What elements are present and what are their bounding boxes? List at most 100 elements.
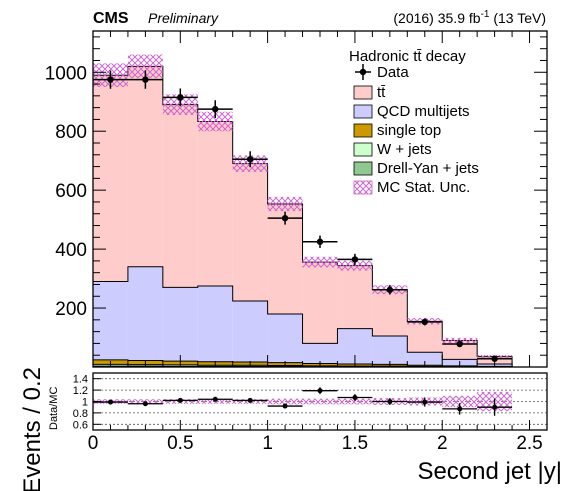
legend-entry-ttbar: tt̄: [353, 84, 386, 101]
bar-tt--3: [197, 121, 233, 286]
ratio-point-8: [387, 399, 393, 404]
x-tick-label-1: 0.5: [167, 433, 193, 454]
ratio-point-7: [352, 395, 358, 401]
legend-qcd-label: QCD multijets: [377, 103, 470, 120]
experiment-label: CMS: [93, 10, 129, 27]
x-tick-label-4: 2: [437, 433, 448, 454]
bar-tt--4: [232, 163, 268, 301]
legend-entry-qcd: QCD multijets: [353, 103, 470, 120]
legend-entry-single-top: single top: [353, 122, 441, 139]
x-tick-label-0: 0: [88, 433, 99, 454]
legend-single-top-swatch: [353, 123, 373, 138]
data-point-3: [212, 105, 219, 113]
ratio-points: [93, 387, 513, 416]
legend-data-label: Data: [377, 64, 409, 81]
x-axis-title: Second jet |y|: [417, 458, 562, 485]
data-point-2: [177, 94, 184, 101]
legend-wjets-label: W + jets: [377, 141, 432, 158]
legend-entry-dy: Drell-Yan + jets: [353, 160, 479, 177]
data-point-9: [421, 318, 428, 326]
legend-mc-unc-swatch: [353, 180, 373, 195]
bar-tt--7: [337, 265, 373, 329]
bar-qcd-multijets-9: [407, 352, 443, 366]
legend-entry-mc-unc: MC Stat. Unc.: [353, 179, 470, 196]
bar-tt--2: [162, 104, 198, 288]
bar-qcd-multijets-8: [372, 336, 408, 365]
legend-wjets-swatch: [353, 142, 373, 157]
ratio-band-box-5: [267, 398, 303, 405]
legend-mc-unc-label: MC Stat. Unc.: [377, 179, 470, 196]
legend-title: Hadronic tt̄ decay: [349, 48, 466, 65]
x-tick-label-3: 1.5: [342, 433, 368, 454]
ratio-y-axis-title: Data/MC: [48, 387, 60, 430]
data-point-11: [491, 355, 498, 362]
x-tick-label-5: 2.5: [516, 433, 542, 454]
legend-ttbar-label: tt̄: [377, 84, 386, 101]
data-point-8: [386, 286, 394, 293]
y-axis-title: Events / 0.2: [19, 367, 46, 491]
lumi-prefix: (2016) 35.9 fb: [393, 10, 480, 26]
data-point-7: [351, 256, 359, 263]
legend-ttbar-swatch: [353, 85, 373, 100]
ratio-band-box-10: [442, 395, 478, 408]
mc-unc-box-10: [442, 337, 478, 344]
ratio-point-11: [492, 404, 498, 410]
mc-unc-box-6: [302, 256, 338, 268]
bar-tt--1: [127, 66, 163, 267]
ratio-point-10: [457, 406, 463, 412]
data-points: [93, 70, 513, 362]
status-label: Preliminary: [148, 10, 219, 26]
mc-unc-box-5: [267, 196, 303, 212]
main-axes: 200 400 600 800 1000: [45, 31, 548, 367]
ratio-point-1: [142, 401, 148, 407]
data-point-5: [281, 214, 289, 222]
legend-dy-swatch: [353, 161, 373, 176]
main-panel: 200 400 600 800 1000 Events / 0.2: [19, 30, 548, 491]
data-point-6: [316, 238, 324, 245]
lumi-suffix: (13 TeV): [489, 10, 546, 26]
ratio-y-tick-label-1: 0.8: [73, 408, 88, 420]
mc-unc-box-7: [337, 260, 373, 271]
legend-entry-wjets: W + jets: [353, 141, 432, 158]
ratio-panel: 0.60.811.21.40 0.5 1 1.5 2 2.5 Data/MC Second…: [48, 372, 562, 485]
bar-qcd-multijets-1: [127, 266, 163, 361]
y-tick-label-4: 1000: [45, 63, 87, 84]
ratio-y-tick-label-3: 1.2: [73, 385, 88, 397]
bar-tt--8: [372, 289, 408, 337]
bar-tt--9: [407, 321, 443, 353]
legend-dy-label: Drell-Yan + jets: [377, 160, 479, 177]
ratio-band-box-6: [302, 398, 338, 405]
bar-tt--10: [442, 340, 478, 360]
data-point-1: [142, 76, 149, 83]
bar-qcd-multijets-4: [232, 300, 268, 362]
y-tick-label-0: 200: [55, 299, 87, 320]
bar-tt--6: [302, 262, 338, 344]
bar-qcd-multijets-0: [93, 281, 128, 360]
ratio-point-2: [177, 397, 183, 403]
ratio-axes: 0.60.811.21.40 0.5 1 1.5 2 2.5: [73, 374, 548, 454]
legend-data-marker-dot: [359, 68, 367, 76]
data-point-10: [456, 340, 463, 348]
lumi-label: (2016) 35.9 fb-1 (13 TeV): [393, 9, 546, 26]
bar-qcd-multijets-5: [267, 313, 303, 363]
ratio-point-6: [317, 388, 323, 394]
legend: Hadronic tt̄ decay Data tt̄ QCD multijet…: [349, 48, 479, 196]
ratio-point-0: [107, 399, 113, 405]
y-tick-label-1: 400: [55, 240, 87, 261]
ratio-y-tick-label-0: 0.6: [73, 419, 88, 431]
y-tick-label-3: 800: [55, 122, 87, 143]
y-tick-label-2: 600: [55, 181, 87, 202]
bar-qcd-multijets-6: [302, 343, 338, 364]
lumi-exponent: -1: [481, 9, 490, 20]
ratio-point-9: [422, 399, 428, 405]
x-tick-label-2: 1: [262, 433, 273, 454]
ratio-y-tick-label-2: 1: [82, 397, 88, 409]
mc-unc-box-1: [127, 54, 163, 79]
ratio-band-box-7: [337, 398, 373, 405]
ratio-y-tick-label-4: 1.4: [73, 374, 88, 386]
legend-single-top-label: single top: [377, 122, 441, 139]
bar-qcd-multijets-3: [197, 285, 233, 362]
mc-unc-box-3: [197, 111, 233, 132]
bar-qcd-multijets-2: [162, 287, 198, 362]
